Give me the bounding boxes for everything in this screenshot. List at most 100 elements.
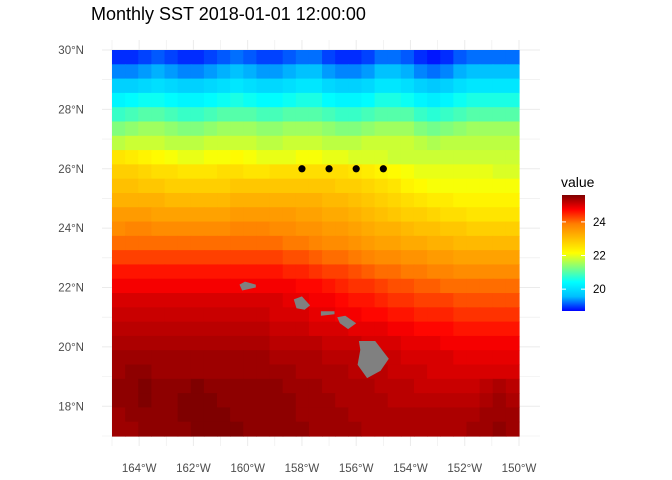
heatmap-cell (190, 364, 205, 380)
heatmap-cell (479, 393, 494, 409)
heatmap-cell (387, 78, 402, 94)
heatmap-cell (427, 421, 441, 437)
station-point (325, 165, 333, 173)
heatmap-cell (164, 164, 179, 180)
heatmap-cell (413, 178, 428, 194)
heatmap-cell (230, 50, 244, 65)
heatmap-cell (492, 50, 507, 65)
x-tick-label: 162°W (176, 463, 211, 475)
heatmap-cell (440, 378, 454, 394)
heatmap-cell (243, 407, 258, 423)
heatmap-cell (335, 78, 349, 94)
heatmap-cell (282, 135, 297, 151)
heatmap-cell (466, 421, 481, 437)
heatmap-cell (374, 278, 389, 294)
heatmap-cell (479, 64, 494, 80)
heatmap-cell (112, 92, 126, 108)
heatmap-cell (492, 335, 507, 351)
heatmap-cell (440, 121, 454, 137)
heatmap-cell (243, 250, 258, 266)
heatmap-cell (453, 221, 468, 237)
heatmap-cell (400, 350, 415, 366)
heatmap-cell (479, 264, 494, 280)
heatmap-cell (190, 250, 205, 266)
heatmap-cell (125, 192, 139, 208)
heatmap-cell (308, 250, 323, 266)
heatmap-cell (308, 64, 323, 80)
heatmap-cell (125, 135, 139, 151)
heatmap-cell (308, 393, 323, 409)
heatmap-cell (335, 64, 349, 80)
heatmap-cell (466, 235, 481, 251)
heatmap-cell (151, 278, 166, 294)
heatmap-cell (361, 150, 376, 165)
heatmap-cell (138, 150, 152, 165)
heatmap-cell (295, 64, 310, 80)
heatmap-cell (361, 293, 376, 308)
heatmap-cell (177, 50, 192, 65)
heatmap-cell (112, 378, 126, 394)
heatmap-cell (335, 421, 349, 437)
heatmap-cell (453, 135, 468, 151)
heatmap-cell (112, 264, 126, 280)
heatmap-cell (348, 178, 363, 194)
heatmap-cell (112, 78, 126, 94)
heatmap-cell (308, 235, 323, 251)
heatmap-cell (230, 407, 244, 423)
heatmap-cell (374, 178, 389, 194)
heatmap-cell (400, 135, 415, 151)
heatmap-cell (427, 107, 441, 123)
heatmap-cell (164, 393, 179, 409)
y-tick-label: 28°N (58, 104, 84, 116)
heatmap-cell (361, 78, 376, 94)
heatmap-cell (505, 121, 520, 137)
heatmap-cell (217, 364, 231, 380)
heatmap-cell (125, 278, 139, 294)
heatmap-cell (466, 307, 481, 323)
heatmap-cell (348, 278, 363, 294)
heatmap-cell (400, 64, 415, 80)
heatmap-cell (269, 307, 284, 323)
heatmap-cell (440, 293, 454, 308)
heatmap-cell (243, 221, 258, 237)
heatmap-cell (230, 364, 244, 380)
heatmap-cell (505, 278, 520, 294)
heatmap-cell (190, 107, 205, 123)
heatmap-cell (453, 321, 468, 337)
heatmap-cell (217, 92, 231, 108)
heatmap-cell (466, 264, 481, 280)
heatmap-cell (164, 407, 179, 423)
heatmap-cell (387, 335, 402, 351)
heatmap-cell (453, 107, 468, 123)
heatmap-cell (282, 221, 297, 237)
heatmap-cell (440, 421, 454, 437)
heatmap-cell (138, 221, 152, 237)
heatmap-cell (348, 393, 363, 409)
heatmap-cell (217, 250, 231, 266)
heatmap-cell (164, 307, 179, 323)
heatmap-cell (282, 207, 297, 223)
heatmap-cell (190, 393, 205, 409)
heatmap-cell (413, 235, 428, 251)
station-point (352, 165, 360, 173)
heatmap-cell (282, 250, 297, 266)
heatmap-cell (112, 293, 126, 308)
heatmap-cell (256, 278, 271, 294)
heatmap-cell (269, 78, 284, 94)
heatmap-cell (190, 407, 205, 423)
heatmap-cell (413, 135, 428, 151)
heatmap-cell (387, 350, 402, 366)
heatmap-cell (125, 178, 139, 194)
heatmap-cell (217, 393, 231, 409)
heatmap-cell (177, 235, 192, 251)
heatmap-cell (230, 335, 244, 351)
heatmap-cell (453, 293, 468, 308)
color-legend: value 20 22 24 (561, 174, 606, 311)
heatmap-cell (440, 335, 454, 351)
heatmap-cell (190, 192, 205, 208)
heatmap-cell (479, 107, 494, 123)
heatmap-cell (164, 50, 179, 65)
heatmap-cell (492, 393, 507, 409)
heatmap-cell (112, 64, 126, 80)
heatmap-cell (295, 207, 310, 223)
